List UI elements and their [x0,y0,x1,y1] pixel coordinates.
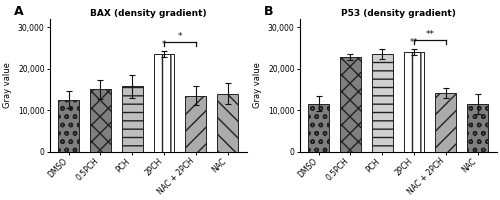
Bar [58,100,79,152]
Text: **: ** [410,38,418,47]
Text: *: * [162,40,166,49]
Text: **: ** [426,30,434,39]
Bar [436,93,456,152]
Bar [218,94,238,152]
Bar [90,89,110,152]
Bar [340,57,360,152]
Bar [122,86,142,152]
Bar [308,104,329,152]
Bar [372,54,392,152]
Text: A: A [14,5,24,18]
Title: P53 (density gradient): P53 (density gradient) [340,9,456,18]
Text: *: * [178,32,182,41]
Y-axis label: Gray value: Gray value [4,62,13,108]
Title: BAX (density gradient): BAX (density gradient) [90,9,206,18]
Bar [468,104,488,152]
Bar [154,54,174,152]
Bar [404,52,424,152]
Bar [186,96,206,152]
Y-axis label: Gray value: Gray value [254,62,262,108]
Text: B: B [264,5,274,18]
